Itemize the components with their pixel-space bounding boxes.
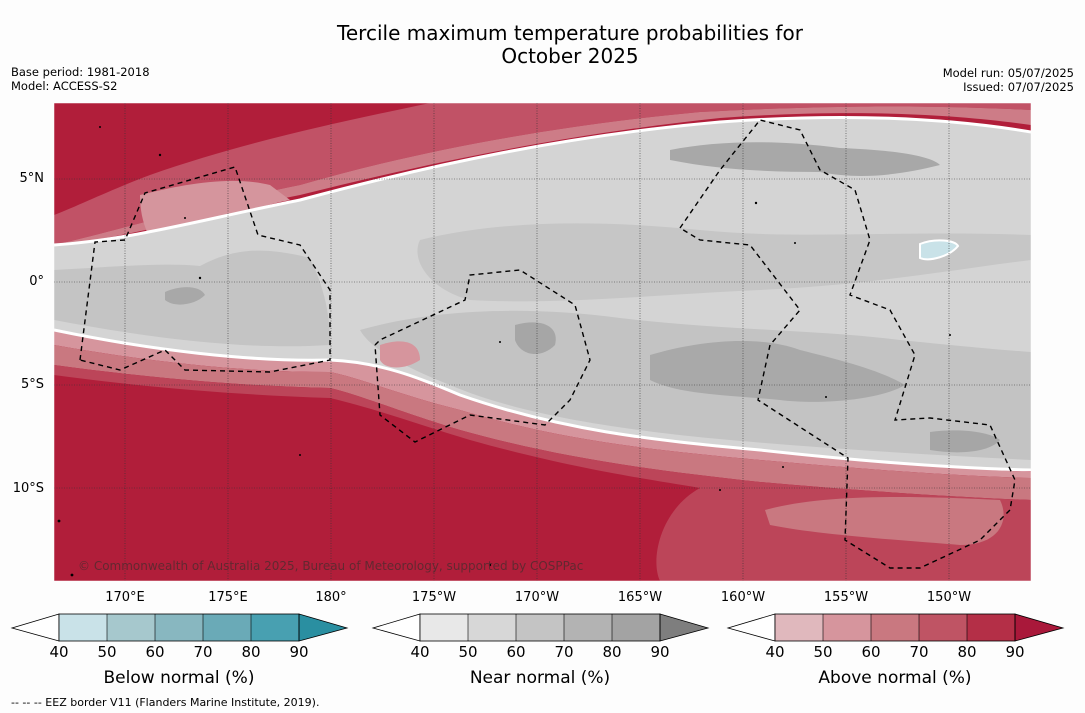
lat-label-0: 0°: [29, 274, 44, 289]
cb-above-tick: 90: [1005, 643, 1025, 661]
south-band-50: [54, 330, 1031, 478]
cb-near-tick: 70: [554, 643, 574, 661]
cb-below-tick: 60: [145, 643, 165, 661]
cb-near-tick: 40: [410, 643, 430, 661]
copyright-credit: © Commonwealth of Australia 2025, Bureau…: [78, 559, 584, 573]
north-band-60: [54, 106, 1031, 245]
cb-above-tick: 40: [765, 643, 785, 661]
model-run: Model run: 05/07/2025: [942, 66, 1074, 80]
cb-near-title: Near normal (%): [469, 668, 611, 688]
meta-right: Model run: 05/07/2025 Issued: 07/07/2025: [943, 66, 1074, 94]
map-frame: [53, 102, 1032, 582]
gridlines: [54, 103, 1031, 581]
lon-label-155w: 155°W: [823, 590, 869, 605]
islands: [57, 126, 951, 577]
south-band-90: [54, 375, 700, 581]
north-contour: [54, 115, 1031, 247]
cb-near-tick: 80: [602, 643, 622, 661]
lon-label-150w: 150°W: [926, 590, 972, 605]
cb-above-tick: 50: [813, 643, 833, 661]
below-normal-patch: [919, 239, 960, 261]
south-band-50-west: [380, 341, 420, 368]
north-band-70: [54, 103, 1031, 245]
cb-above-tick: 80: [957, 643, 977, 661]
cb-below-tick: 90: [289, 643, 309, 661]
lat-label-5n: 5°N: [19, 171, 45, 186]
title-line-2: October 2025: [501, 44, 639, 68]
base-period: Base period: 1981-2018: [11, 65, 150, 79]
eez-footnote: -- -- -- EEZ border V11 (Flanders Marine…: [11, 696, 320, 709]
meta-left: Base period: 1981-2018 Model: ACCESS-S2: [11, 65, 150, 93]
issued-date: Issued: 07/07/2025: [963, 80, 1074, 94]
near-80-south: [650, 340, 905, 402]
cb-below-tick: 70: [193, 643, 213, 661]
lat-label-10s: 10°S: [12, 481, 44, 496]
cb-above-title: Above normal (%): [818, 668, 972, 688]
cb-near-tick: 50: [458, 643, 478, 661]
lat-label-5s: 5°S: [20, 377, 44, 392]
cb-near-tick: 60: [506, 643, 526, 661]
near-80-west: [165, 287, 205, 305]
lon-label-170w: 170°W: [514, 590, 560, 605]
cb-above-tick: 70: [909, 643, 929, 661]
lon-label-175w: 175°W: [411, 590, 457, 605]
cb-near-tick: 90: [650, 643, 670, 661]
lon-label-165w: 165°W: [617, 590, 663, 605]
map-field: [54, 103, 1031, 581]
lon-label-180: 180°: [315, 590, 347, 605]
colorbar-near: [371, 613, 710, 642]
near-80-north: [670, 142, 940, 176]
near-60-central: [417, 223, 1031, 302]
cb-above-tick: 60: [861, 643, 881, 661]
south-band-60: [54, 345, 1031, 500]
near-80-center: [515, 322, 556, 355]
cb-below-tick: 80: [241, 643, 261, 661]
cb-below-title: Below normal (%): [103, 668, 255, 688]
lon-label-175e: 175°E: [208, 590, 248, 605]
cb-below-tick: 40: [49, 643, 69, 661]
north-band-90: [54, 103, 1031, 215]
cb-below-tick: 50: [97, 643, 117, 661]
south-band-60-east: [765, 497, 1004, 545]
map-title: Tercile maximum temperature probabilitie…: [0, 22, 1085, 68]
colorbar-below: [10, 613, 349, 642]
lon-label-170e: 170°E: [105, 590, 145, 605]
title-line-1: Tercile maximum temperature probabilitie…: [337, 21, 803, 45]
model-name: Model: ACCESS-S2: [11, 79, 118, 93]
near-80-east: [930, 430, 1000, 453]
south-contour: [54, 328, 1031, 472]
colorbar-above: [726, 613, 1065, 642]
eez-borders: [79, 119, 1016, 569]
lon-label-160w: 160°W: [720, 590, 766, 605]
